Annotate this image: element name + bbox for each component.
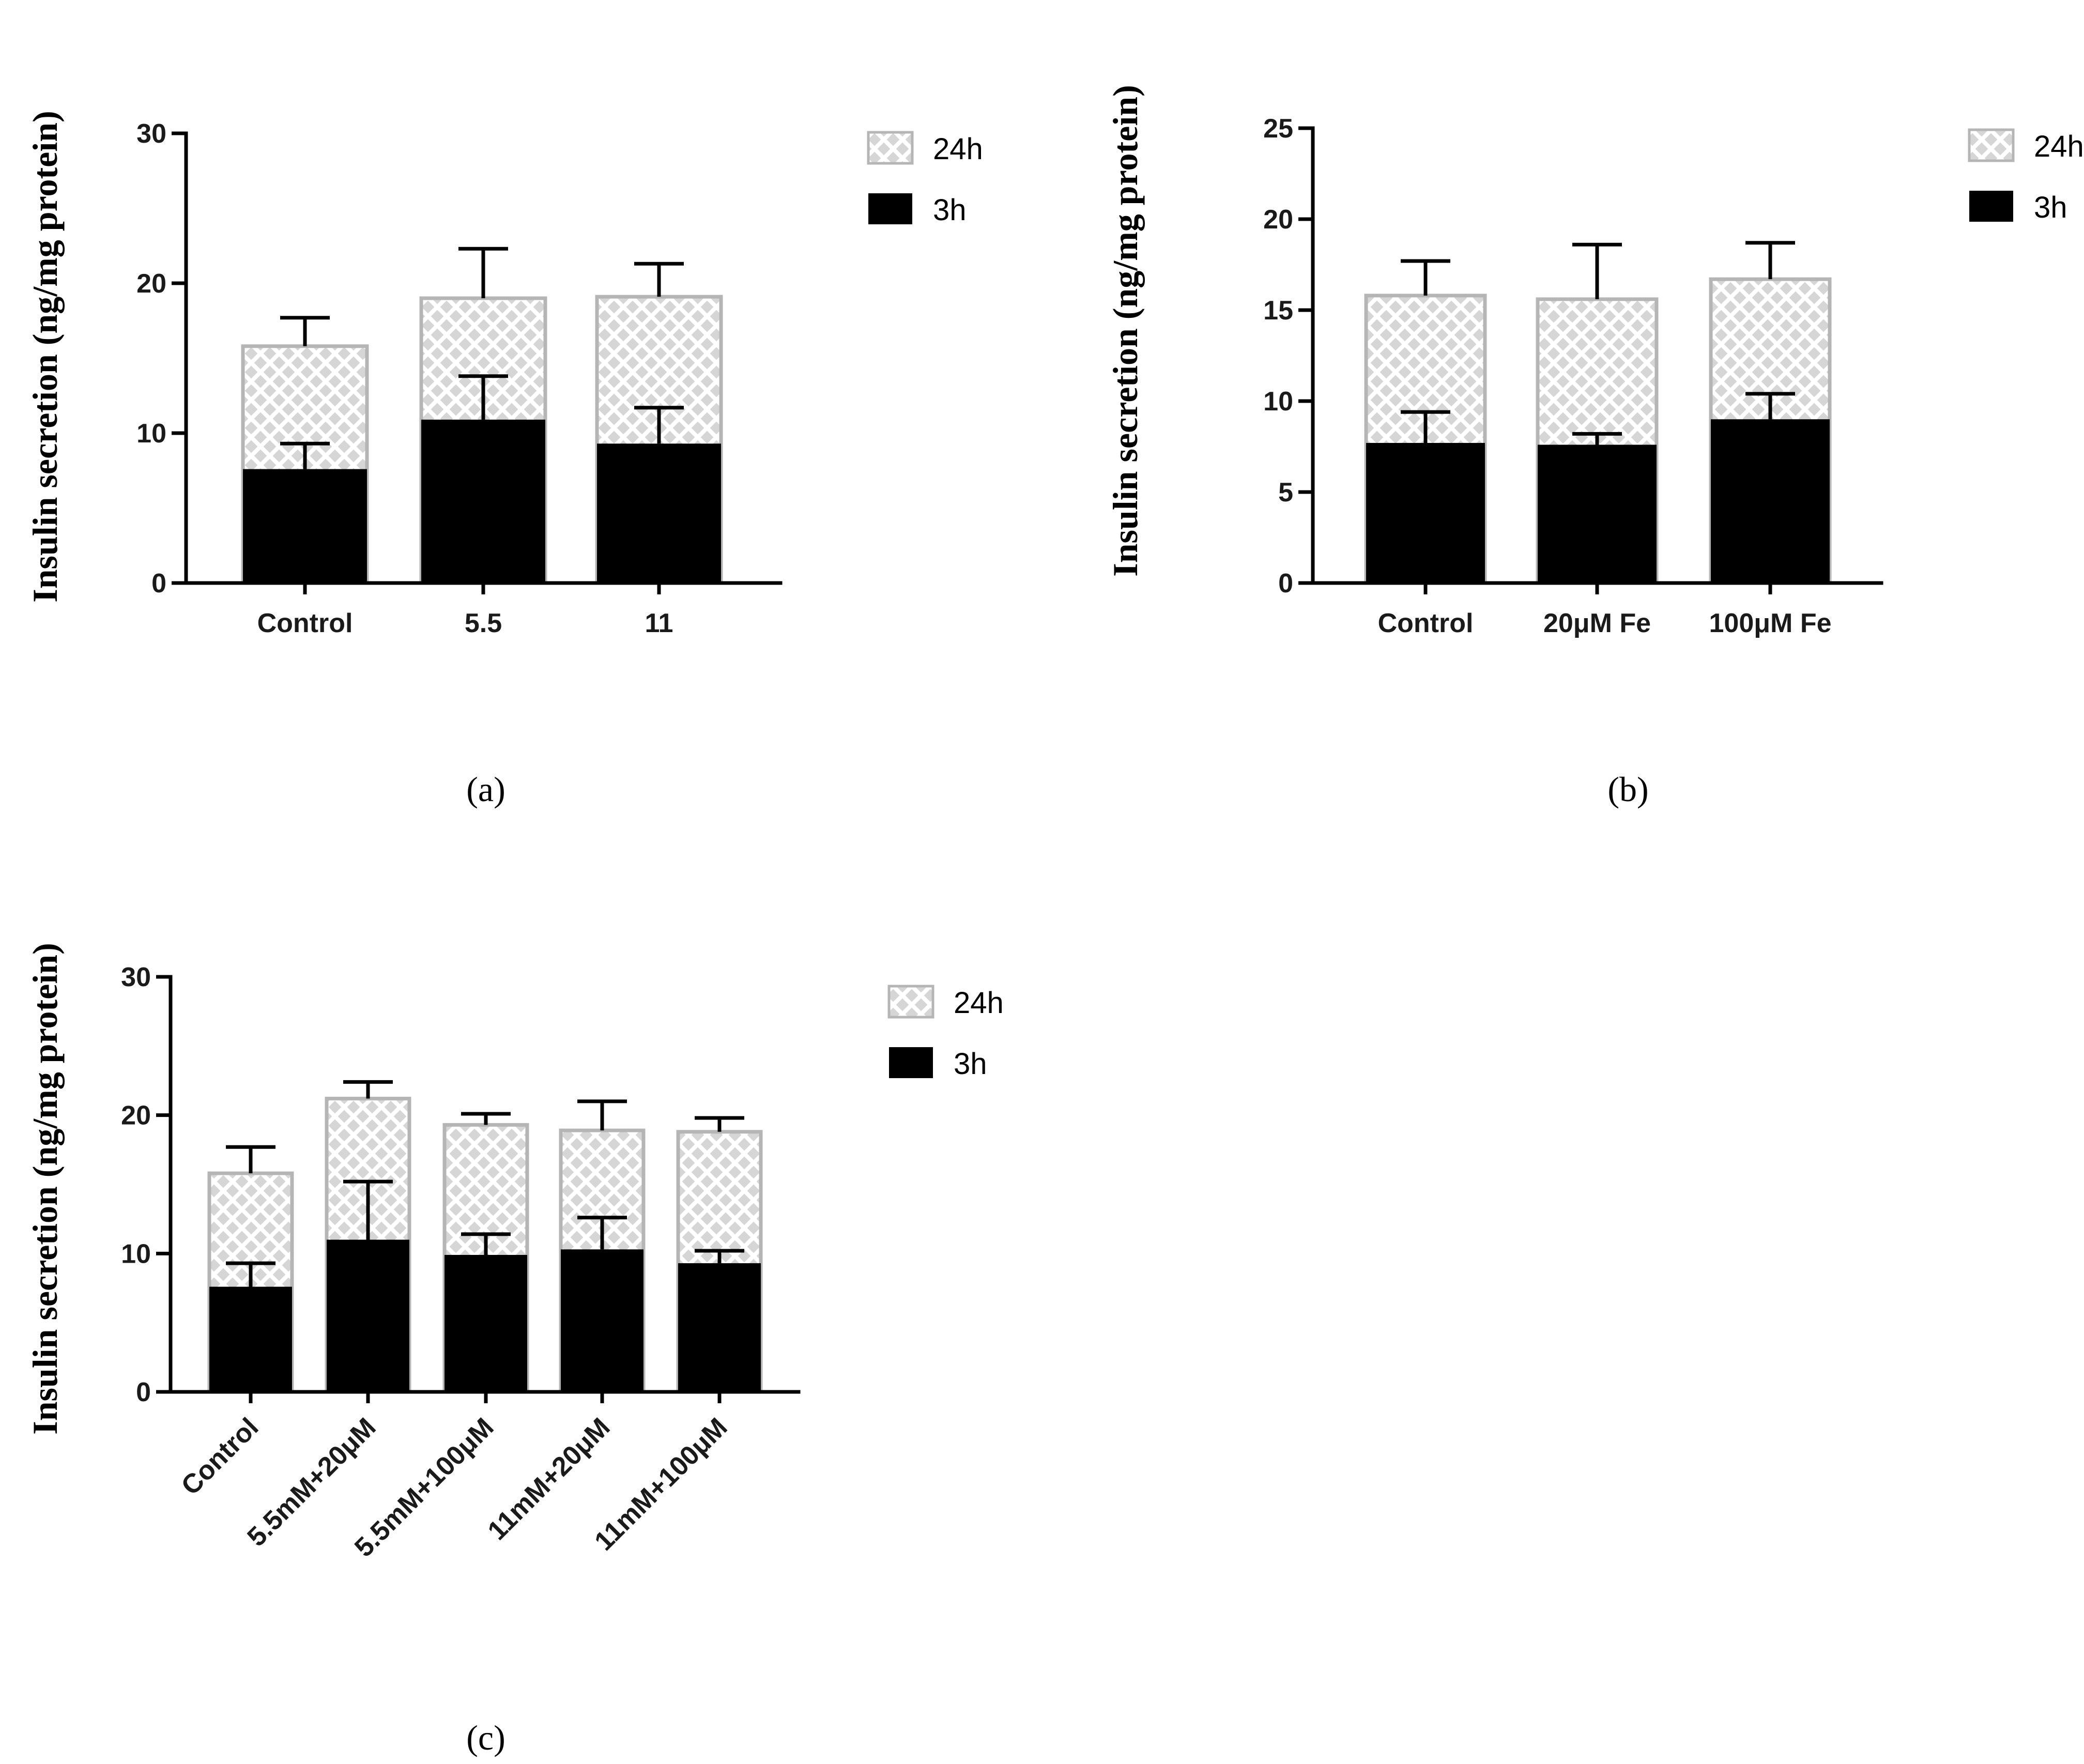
y-tick-label: 10 (121, 1239, 151, 1269)
y-tick-label: 25 (1263, 114, 1293, 144)
y-axis-label: Insulin secretion (ng/mg protein) (25, 943, 65, 1434)
bar-3h-3 (597, 443, 721, 583)
x-tick-label: 11 (645, 608, 673, 638)
x-tick-label: 5.5 (465, 608, 502, 638)
x-tick-label: 20μM Fe (1543, 608, 1651, 638)
y-tick-label: 10 (1263, 387, 1293, 417)
bar-3h-3 (1711, 419, 1830, 583)
chart-panel-c: Control5.5mM+20μM5.5mM+100μM11mM+20μM11m… (25, 943, 1004, 1757)
legend-swatch-3h (868, 193, 912, 224)
chart-panel-a: Control 5.5 11 0 10 20 30 Insulin secretion (ng… (25, 111, 983, 809)
x-tick-label: 11mM+20μM (482, 1412, 616, 1546)
bar-3h-3 (445, 1255, 527, 1392)
bar-3h-4 (561, 1249, 643, 1392)
y-tick-label: 5 (1278, 478, 1293, 508)
y-tick-label: 20 (1263, 205, 1293, 235)
x-tick-label: Control (1378, 608, 1474, 638)
y-tick-label: 20 (136, 269, 166, 299)
bar-3h-1 (209, 1286, 292, 1392)
bar-3h-1 (1366, 442, 1485, 583)
bar-3h-2 (1538, 444, 1657, 583)
bar-3h-2 (327, 1239, 409, 1392)
y-tick-label: 30 (136, 119, 166, 149)
y-tick-label: 10 (136, 419, 166, 449)
y-tick-label: 0 (151, 569, 166, 599)
legend-label-3h: 3h (2034, 191, 2067, 224)
y-axis-label: Insulin secretion (ng/mg protein) (1106, 85, 1145, 576)
legend-swatch-24h (1968, 128, 2015, 162)
bar-3h-5 (678, 1263, 761, 1392)
y-axis-label: Insulin secretion (ng/mg protein) (25, 111, 65, 602)
y-tick-label: 30 (121, 962, 151, 992)
panel-label: (c) (466, 1718, 505, 1757)
legend-swatch-24h (867, 131, 914, 165)
legend-swatch-24h (887, 985, 934, 1019)
y-tick-label: 20 (121, 1101, 151, 1131)
legend-label-24h: 24h (933, 132, 983, 166)
panel-label: (b) (1607, 770, 1648, 809)
y-tick-label: 15 (1263, 296, 1293, 326)
x-tick-label: 100μM Fe (1709, 608, 1831, 638)
legend-label-24h: 24h (2034, 130, 2084, 163)
y-tick-label: 0 (136, 1377, 151, 1407)
bar-3h-1 (243, 469, 367, 583)
legend-swatch-3h (889, 1047, 933, 1078)
x-tick-label: Control (176, 1412, 265, 1501)
legend-label-24h: 24h (954, 986, 1004, 1020)
panel-label: (a) (466, 770, 505, 809)
legend-label-3h: 3h (933, 193, 967, 227)
x-tick-label: Control (257, 608, 353, 638)
chart-panel-b: Control 20μM Fe 100μM Fe 0 5 10 15 20 25 Insulin … (1106, 85, 2084, 809)
y-tick-label: 0 (1278, 569, 1293, 599)
legend-swatch-3h (1969, 191, 2013, 222)
bar-3h-2 (421, 419, 545, 583)
legend-label-3h: 3h (954, 1047, 987, 1081)
